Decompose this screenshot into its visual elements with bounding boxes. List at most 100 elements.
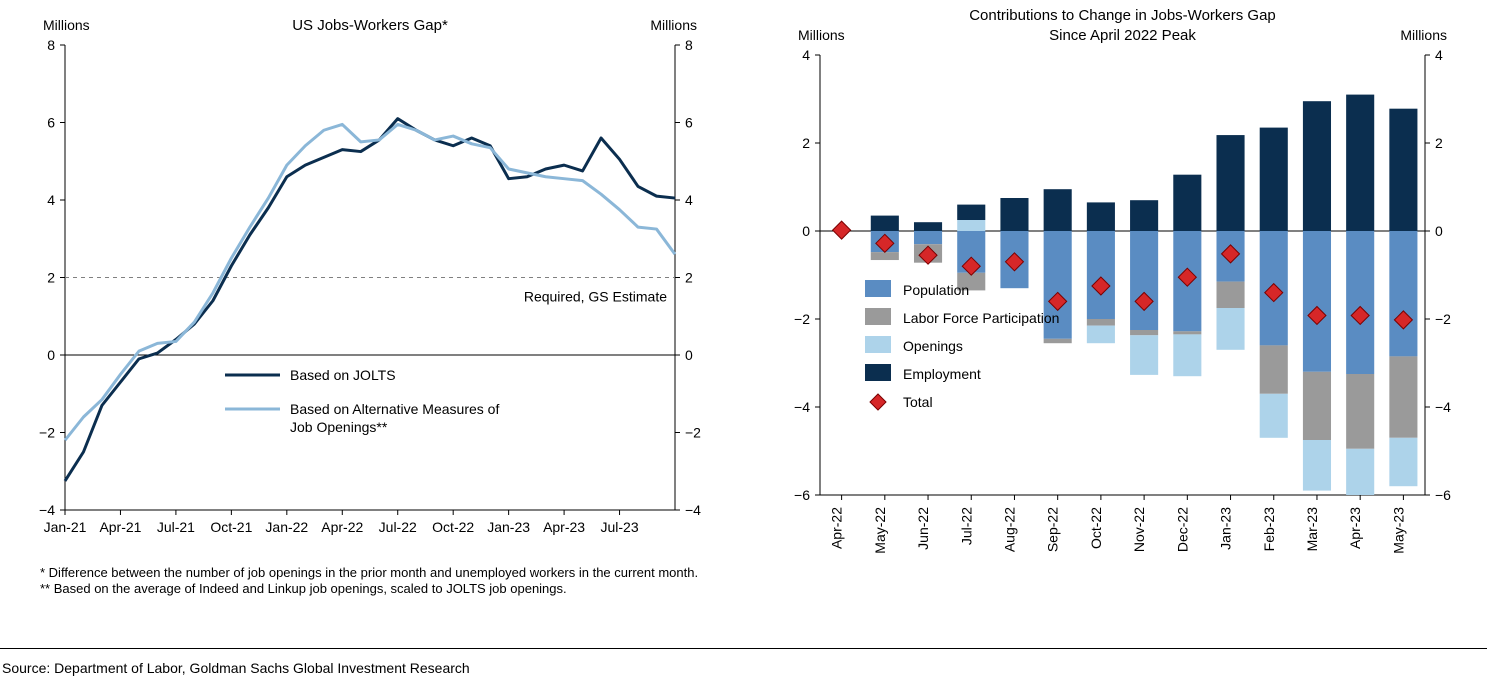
- ytick-left: −4: [39, 502, 55, 518]
- bar-segment: [1173, 331, 1201, 334]
- ytick-left: 2: [47, 270, 55, 286]
- ytick-left: 0: [802, 223, 810, 239]
- source-line: Source: Department of Labor, Goldman Sac…: [2, 660, 470, 676]
- bar-segment: [914, 222, 942, 231]
- right-legend: PopulationLabor Force ParticipationOpeni…: [865, 280, 1059, 410]
- ytick-left: −2: [39, 425, 55, 441]
- reference-label: Required, GS Estimate: [524, 289, 667, 305]
- ytick-right: −2: [1435, 311, 1451, 327]
- xtick: May-22: [872, 507, 888, 554]
- xtick: Jun-22: [915, 507, 931, 550]
- xtick: Apr-21: [99, 519, 141, 535]
- bar-segment: [1260, 128, 1288, 231]
- xtick: Apr-22: [829, 507, 845, 549]
- bar-segment: [1389, 438, 1417, 486]
- bar-segment: [1087, 202, 1115, 231]
- bar-segment: [1303, 440, 1331, 491]
- xtick: Oct-22: [1088, 507, 1104, 549]
- left-chart-panel: US Jobs-Workers Gap* Millions Millions −4 −4…: [0, 0, 740, 640]
- bar-segment: [871, 252, 899, 260]
- xtick: Nov-22: [1131, 507, 1147, 552]
- ytick-right: 0: [685, 347, 693, 363]
- separator-line: [0, 648, 1487, 649]
- right-chart-title-2: Since April 2022 Peak: [1049, 27, 1196, 44]
- legend-label: Employment: [903, 366, 981, 382]
- bar-segment: [1087, 231, 1115, 319]
- right-chart-svg: Contributions to Change in Jobs-Workers …: [755, 0, 1485, 600]
- ytick-left: −2: [794, 311, 810, 327]
- bar-segment: [1303, 101, 1331, 231]
- y-label-left: Millions: [798, 27, 845, 43]
- bar-segment: [1130, 330, 1158, 335]
- bar-segment: [1044, 189, 1072, 231]
- xtick: Apr-23: [543, 519, 585, 535]
- xtick: Jan-23: [487, 519, 530, 535]
- left-footnotes: * Difference between the number of job o…: [40, 565, 700, 598]
- legend-label: Based on Alternative Measures of: [290, 401, 499, 417]
- footnote-2: ** Based on the average of Indeed and Li…: [40, 581, 700, 597]
- y-label-right: Millions: [650, 17, 697, 33]
- ytick-right: −4: [685, 502, 701, 518]
- ytick-left: −4: [794, 399, 810, 415]
- ytick-left: 8: [47, 37, 55, 53]
- ytick-right: 2: [685, 270, 693, 286]
- bar-segment: [1216, 282, 1244, 308]
- ytick-right: 6: [685, 115, 693, 131]
- xtick: Sep-22: [1045, 507, 1061, 552]
- bar-segment: [1173, 334, 1201, 376]
- xtick: Jan-21: [44, 519, 87, 535]
- xtick: Aug-22: [1001, 507, 1017, 552]
- xtick: Oct-22: [432, 519, 474, 535]
- y-label-left: Millions: [43, 17, 90, 33]
- right-chart-title-1: Contributions to Change in Jobs-Workers …: [969, 7, 1276, 24]
- ytick-left: 0: [47, 347, 55, 363]
- bar-segment: [1044, 339, 1072, 343]
- xtick: Jul-22: [379, 519, 417, 535]
- legend-label: Based on JOLTS: [290, 367, 396, 383]
- bar-segment: [957, 220, 985, 231]
- xtick: Dec-22: [1174, 507, 1190, 552]
- left-chart-title: US Jobs-Workers Gap*: [292, 17, 448, 34]
- ytick-right: 8: [685, 37, 693, 53]
- ytick-right: 4: [1435, 47, 1443, 63]
- xtick: Oct-21: [210, 519, 252, 535]
- xtick: Mar-23: [1304, 507, 1320, 552]
- bar-segment: [1346, 231, 1374, 374]
- y-label-right: Millions: [1400, 27, 1447, 43]
- xtick: Jul-21: [157, 519, 195, 535]
- legend-label: Openings: [903, 338, 963, 354]
- bar-segment: [1130, 231, 1158, 330]
- ytick-right: −4: [1435, 399, 1451, 415]
- bar-segment: [1260, 394, 1288, 438]
- bar-segment: [1216, 308, 1244, 350]
- bar-segment: [1303, 231, 1331, 372]
- legend-label: Population: [903, 282, 969, 298]
- legend-label: Total: [903, 394, 933, 410]
- ytick-left: −6: [794, 487, 810, 503]
- xtick: May-23: [1390, 507, 1406, 554]
- left-legend: Based on JOLTS Based on Alternative Measu…: [225, 367, 499, 435]
- total-marker: [833, 221, 851, 239]
- ytick-right: 4: [685, 192, 693, 208]
- xtick: Feb-23: [1261, 507, 1277, 552]
- bar-segment: [1389, 231, 1417, 356]
- ytick-left: 4: [47, 192, 55, 208]
- ytick-left: 6: [47, 115, 55, 131]
- bar-segment: [1087, 326, 1115, 344]
- bar-segment: [1000, 198, 1028, 231]
- xtick: Jul-22: [958, 507, 974, 545]
- bar-segment: [1346, 374, 1374, 449]
- bar-segment: [1260, 345, 1288, 393]
- xtick: Apr-23: [1347, 507, 1363, 549]
- bar-segment: [871, 216, 899, 231]
- ytick-right: 0: [1435, 223, 1443, 239]
- xtick: Jul-23: [600, 519, 638, 535]
- right-chart-panel: Contributions to Change in Jobs-Workers …: [755, 0, 1485, 640]
- left-chart-svg: US Jobs-Workers Gap* Millions Millions −4 −4…: [0, 0, 740, 560]
- bar-segment: [957, 205, 985, 220]
- bar-segment: [1346, 449, 1374, 495]
- legend-label: Job Openings**: [290, 419, 388, 435]
- bar-segment: [914, 231, 942, 244]
- bar-segment: [1087, 319, 1115, 326]
- ytick-left: 4: [802, 47, 810, 63]
